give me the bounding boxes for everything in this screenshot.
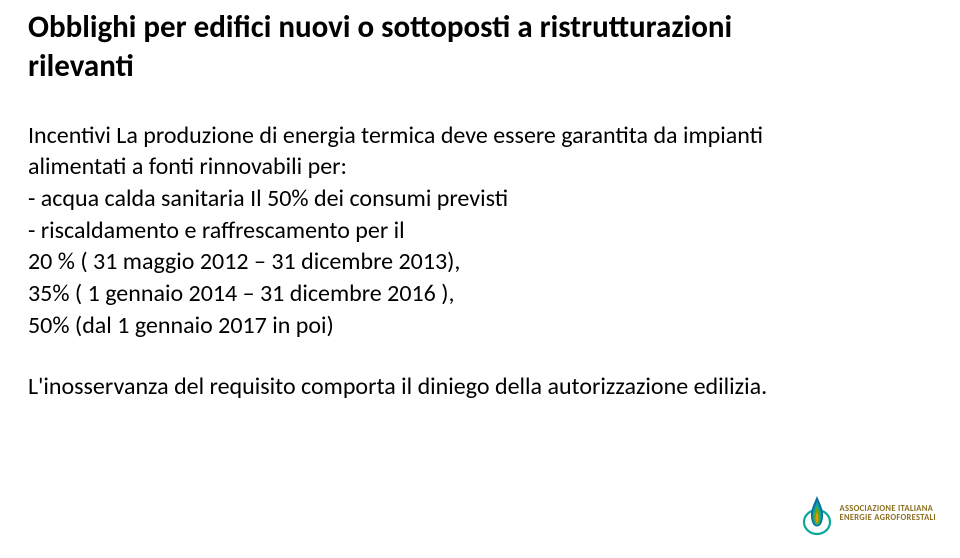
body-line: 20 % ( 31 maggio 2012 – 31 dicembre 2013… [28, 246, 932, 278]
body-line: 50% (dal 1 gennaio 2017 in poi) [28, 310, 932, 342]
title-line-1: Obblighi per edifici nuovi o sottoposti … [28, 8, 732, 46]
aiel-logo: ASSOCIAZIONE ITALIANA ENERGIE AGROFOREST… [800, 492, 937, 536]
body-line: 35% ( 1 gennaio 2014 – 31 dicembre 2016 … [28, 278, 932, 310]
body-line: L'inosservanza del requisito comporta il… [28, 371, 932, 403]
slide-body: Incentivi La produzione di energia termi… [28, 120, 932, 403]
title-line-2: rilevanti [28, 47, 134, 85]
logo-text-line-2: ENERGIE AGROFORESTALI [840, 514, 937, 523]
logo-text: ASSOCIAZIONE ITALIANA ENERGIE AGROFOREST… [840, 505, 937, 524]
body-line: Incentivi La produzione di energia termi… [28, 120, 932, 152]
body-line: - riscaldamento e raffrescamento per il [28, 215, 932, 247]
slide: Obblighi per edifici nuovi o sottoposti … [0, 0, 960, 558]
body-line: - acqua calda sanitaria Il 50% dei consu… [28, 183, 932, 215]
body-line: alimentati a fonti rinnovabili per: [28, 151, 932, 183]
slide-title: Obblighi per edifici nuovi o sottoposti … [28, 8, 932, 86]
flame-icon [800, 492, 834, 536]
